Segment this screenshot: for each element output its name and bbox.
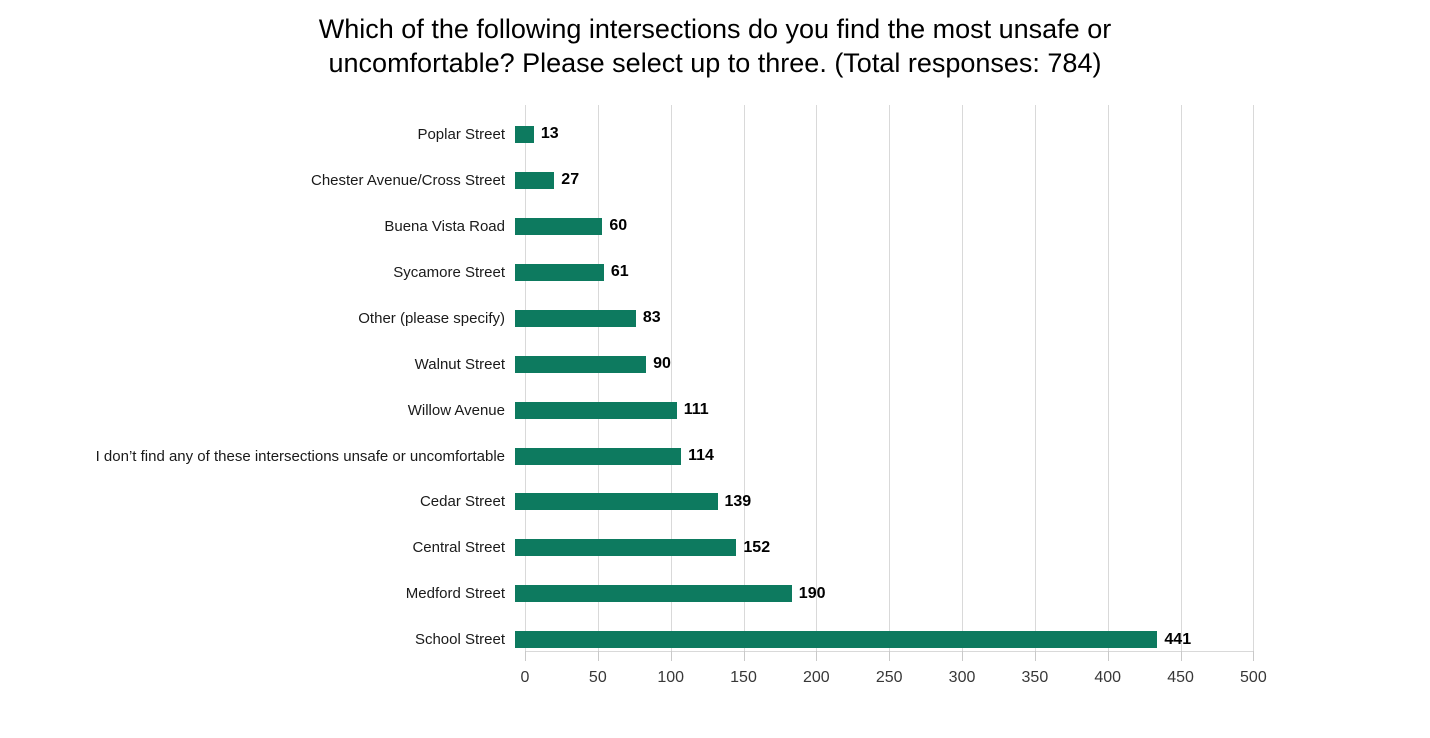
chart-title-line-1: Which of the following intersections do … — [318, 14, 1112, 44]
bar-row: Cedar Street 139 — [0, 479, 1260, 525]
bar — [515, 631, 1158, 649]
axis-tick-label: 200 — [803, 669, 830, 686]
value-label: 61 — [610, 263, 629, 281]
category-label: Chester Avenue/Cross Street — [311, 171, 505, 189]
bar-track: 60 — [515, 203, 627, 249]
bar — [515, 585, 792, 603]
bar — [515, 493, 718, 511]
bar — [515, 217, 603, 235]
gridline — [597, 105, 599, 651]
axis-tick-label: 100 — [657, 669, 685, 686]
category-label: Central Street — [412, 539, 505, 557]
value-label: 60 — [609, 217, 628, 235]
bar-row: I don’t find any of these intersections … — [0, 433, 1260, 479]
value-label: 83 — [642, 309, 661, 327]
gridline — [1107, 105, 1109, 651]
category-label: Medford Street — [405, 585, 505, 603]
bar-row: Walnut Street 90 — [0, 341, 1260, 387]
bar — [515, 171, 555, 189]
chart-title: Which of the following intersections do … — [0, 12, 1430, 80]
axis-tick — [1107, 651, 1109, 661]
category-label: Willow Avenue — [407, 401, 505, 419]
category-label: Cedar Street — [419, 493, 505, 511]
bar-track: 61 — [515, 249, 629, 295]
axis-tick-label: 500 — [1240, 669, 1267, 686]
value-label: 114 — [688, 447, 714, 465]
gridline — [670, 105, 672, 651]
value-label: 441 — [1164, 630, 1192, 648]
axis-tick — [670, 651, 672, 661]
value-label: 139 — [724, 492, 752, 510]
axis-tick — [816, 651, 818, 661]
axis-tick-label: 150 — [730, 669, 757, 686]
bar-track: 90 — [515, 341, 671, 387]
bar-track: 139 — [515, 479, 751, 525]
bar-track: 83 — [515, 295, 661, 341]
bar-track: 13 — [515, 112, 559, 158]
value-label: 152 — [743, 538, 771, 556]
bar-track: 441 — [515, 617, 1191, 663]
bar — [515, 401, 677, 419]
axis-tick — [1253, 651, 1255, 661]
bar-track: 111 — [515, 387, 709, 433]
bar-row: Central Street 152 — [0, 525, 1260, 571]
bar — [515, 263, 604, 281]
gridline — [525, 105, 526, 651]
gridline — [889, 105, 891, 651]
category-label: Other (please specify) — [358, 309, 505, 327]
bar-row: School Street 441 — [0, 617, 1260, 663]
bar-row: Sycamore Street 61 — [0, 249, 1260, 295]
axis-tick — [1180, 651, 1182, 661]
bar-row: Medford Street 190 — [0, 571, 1260, 617]
axis-tick — [962, 651, 964, 661]
bar-row: Willow Avenue 111 — [0, 387, 1260, 433]
bar-row: Chester Avenue/Cross Street 27 — [0, 157, 1260, 203]
axis-tick — [525, 651, 526, 661]
axis-tick — [889, 651, 891, 661]
chart-title-line-2: uncomfortable? Please select up to three… — [328, 48, 1102, 78]
axis-tick-label: 450 — [1167, 669, 1194, 686]
gridline — [962, 105, 964, 651]
value-label: 90 — [653, 355, 671, 373]
category-label: Walnut Street — [414, 355, 505, 373]
value-label: 111 — [683, 401, 709, 419]
bar-row: Buena Vista Road 60 — [0, 203, 1260, 249]
bar — [515, 309, 636, 327]
axis-tick-label: 50 — [588, 669, 607, 686]
axis-tick-label: 250 — [875, 669, 903, 686]
category-label: School Street — [414, 631, 505, 649]
bar — [515, 355, 647, 373]
category-label: Buena Vista Road — [384, 217, 505, 235]
gridline — [1034, 105, 1036, 651]
axis-tick-label: 350 — [1021, 669, 1049, 686]
bar-track: 27 — [515, 157, 579, 203]
category-label: Sycamore Street — [393, 263, 505, 281]
bar-track: 152 — [515, 525, 770, 571]
bar — [515, 125, 534, 143]
axis-tick-label: 300 — [948, 669, 976, 686]
gridline — [743, 105, 745, 651]
category-label: Poplar Street — [417, 125, 505, 143]
bar-track: 190 — [515, 571, 826, 617]
gridline — [816, 105, 818, 651]
value-label: 190 — [798, 584, 826, 602]
bar — [515, 447, 682, 465]
bar-row: Other (please specify) 83 — [0, 295, 1260, 341]
axis-tick — [597, 651, 599, 661]
bar-row: Poplar Street 13 — [0, 112, 1260, 158]
category-label: I don’t find any of these intersections … — [95, 447, 505, 465]
axis-tick-label: 0 — [520, 669, 530, 686]
value-label: 13 — [540, 125, 559, 143]
value-label: 27 — [561, 171, 580, 189]
bar — [515, 539, 737, 557]
axis-tick — [1034, 651, 1036, 661]
axis-tick — [743, 651, 745, 661]
gridline — [1180, 105, 1182, 651]
bar-track: 114 — [515, 433, 714, 479]
gridline — [1253, 105, 1255, 651]
axis-tick-label: 400 — [1094, 669, 1122, 686]
bar-rows: Poplar Street 13 Chester Avenue/Cross Stre… — [0, 112, 1260, 663]
